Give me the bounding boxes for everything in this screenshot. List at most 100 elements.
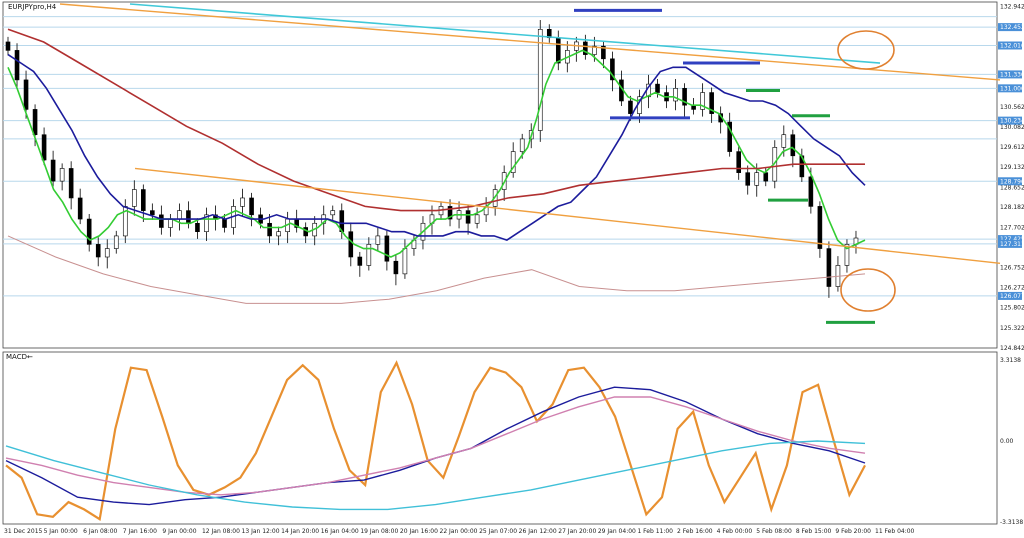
level-price-label: 130.234 [1000,118,1024,125]
price-tick-label: 125.802 [1000,305,1024,312]
candle-body [5,41,11,51]
candle-body [204,214,209,233]
series-ma_blue [7,53,866,241]
series-macd_orange [5,360,866,522]
time-tick-label: 11 Feb 04:00 [875,528,915,535]
candle-body [86,218,92,245]
price-panel-frame [2,1,998,349]
time-tick-label: 26 Jan 12:00 [519,528,557,535]
candle-body [781,134,787,148]
candle-body [519,138,525,152]
level-price-box [998,84,1022,93]
candle-body [610,58,615,81]
level-price-label: 131.000 [1000,85,1024,92]
macd-tick-label: 0.00 [1000,438,1014,445]
price-tick-label: 130.082 [1000,124,1024,131]
candle-body [808,176,814,207]
price-tick-label: 132.942 [1000,3,1024,10]
time-tick-label: 8 Feb 15:00 [796,528,832,535]
candle-body [375,235,381,245]
candle-body [222,218,227,228]
level-price-box [998,291,1022,300]
candle-body [510,151,516,173]
candle-body [330,210,336,216]
candle-body [159,214,164,228]
candle-body [357,256,363,266]
time-tick-label: 12 Jan 08:00 [202,528,240,535]
level-price-box [998,41,1022,50]
time-tick-label: 6 Jan 08:00 [83,528,117,535]
level-price-label: 128.796 [1000,178,1024,185]
candle-body [745,172,751,186]
candle-body [817,206,823,249]
candle-body [655,83,660,93]
macd-tick-label: 3.3138 [1000,357,1021,364]
candle-body [447,206,453,220]
candle-body [592,45,597,55]
candle-body [754,172,760,186]
price-tick-label: 130.562 [1000,104,1024,111]
time-tick-label: 29 Jan 04:00 [598,528,636,535]
time-tick-label: 19 Jan 08:00 [360,528,398,535]
time-tick-label: 1 Feb 11:00 [637,528,673,535]
series-macd_cyan [5,440,866,511]
axes: 132.942 130.562 130.082 129.612 129.132 128.6… [4,3,1024,535]
price-tick-label: 124.842 [1000,345,1024,352]
candle-body [366,244,372,266]
candle-body [150,210,155,216]
macd-title: MACD← [6,353,33,361]
level-price-label: 132.016 [1000,42,1024,49]
time-tick-label: 22 Jan 00:00 [440,528,478,535]
time-tick-label: 20 Jan 16:00 [400,528,438,535]
candle-body [537,29,543,131]
candle-body [393,260,399,275]
candle-body [736,151,742,173]
candle-body [700,92,705,110]
candle-body [267,222,272,237]
series-ma_green [7,49,866,258]
level-price-box [998,177,1022,186]
level-price-label: 132.452 [1000,24,1024,31]
level-price-label: 131.330 [1000,71,1024,78]
time-tick-label: 25 Jan 07:00 [479,528,517,535]
candle-body [77,197,83,220]
series-macd_pink [5,396,866,496]
candle-body [474,214,480,224]
level-price-box [998,70,1022,79]
candle-body [673,88,678,102]
candle-body [384,235,390,262]
candle-body [465,210,471,224]
candle-body [41,134,47,161]
price-tick-label: 129.612 [1000,144,1024,151]
candle-body [104,248,110,258]
candle-body [402,248,408,275]
level-price-box [998,235,1022,244]
candle-body [32,109,38,136]
series-ma_red [7,28,865,212]
candle-body [601,45,606,60]
time-tick-label: 7 Jan 16:00 [123,528,157,535]
price-panel [3,3,1001,324]
candle-body [583,41,588,55]
price-tick-label: 126.752 [1000,264,1024,271]
candle-body [50,159,56,182]
candle-body [844,244,850,266]
price-tick-label: 129.132 [1000,164,1024,171]
candle-body [23,79,29,110]
candle-body [249,197,254,216]
circle-lower-right [840,268,896,312]
candle-body [555,37,561,64]
candle-body [790,134,796,157]
time-tick-label: 9 Jan 00:00 [162,528,196,535]
time-tick-label: 5 Feb 08:00 [756,528,792,535]
macd-panel [5,360,866,522]
candle-body [682,88,687,106]
price-tick-label: 126.272 [1000,285,1024,292]
candle-body [240,197,245,207]
macd-panel-frame [2,351,998,525]
candle-body [186,210,191,224]
level-price-label: 127.311 [1000,241,1024,248]
time-tick-label: 13 Jan 12:00 [242,528,280,535]
trendline-orange-upper [59,3,1001,81]
